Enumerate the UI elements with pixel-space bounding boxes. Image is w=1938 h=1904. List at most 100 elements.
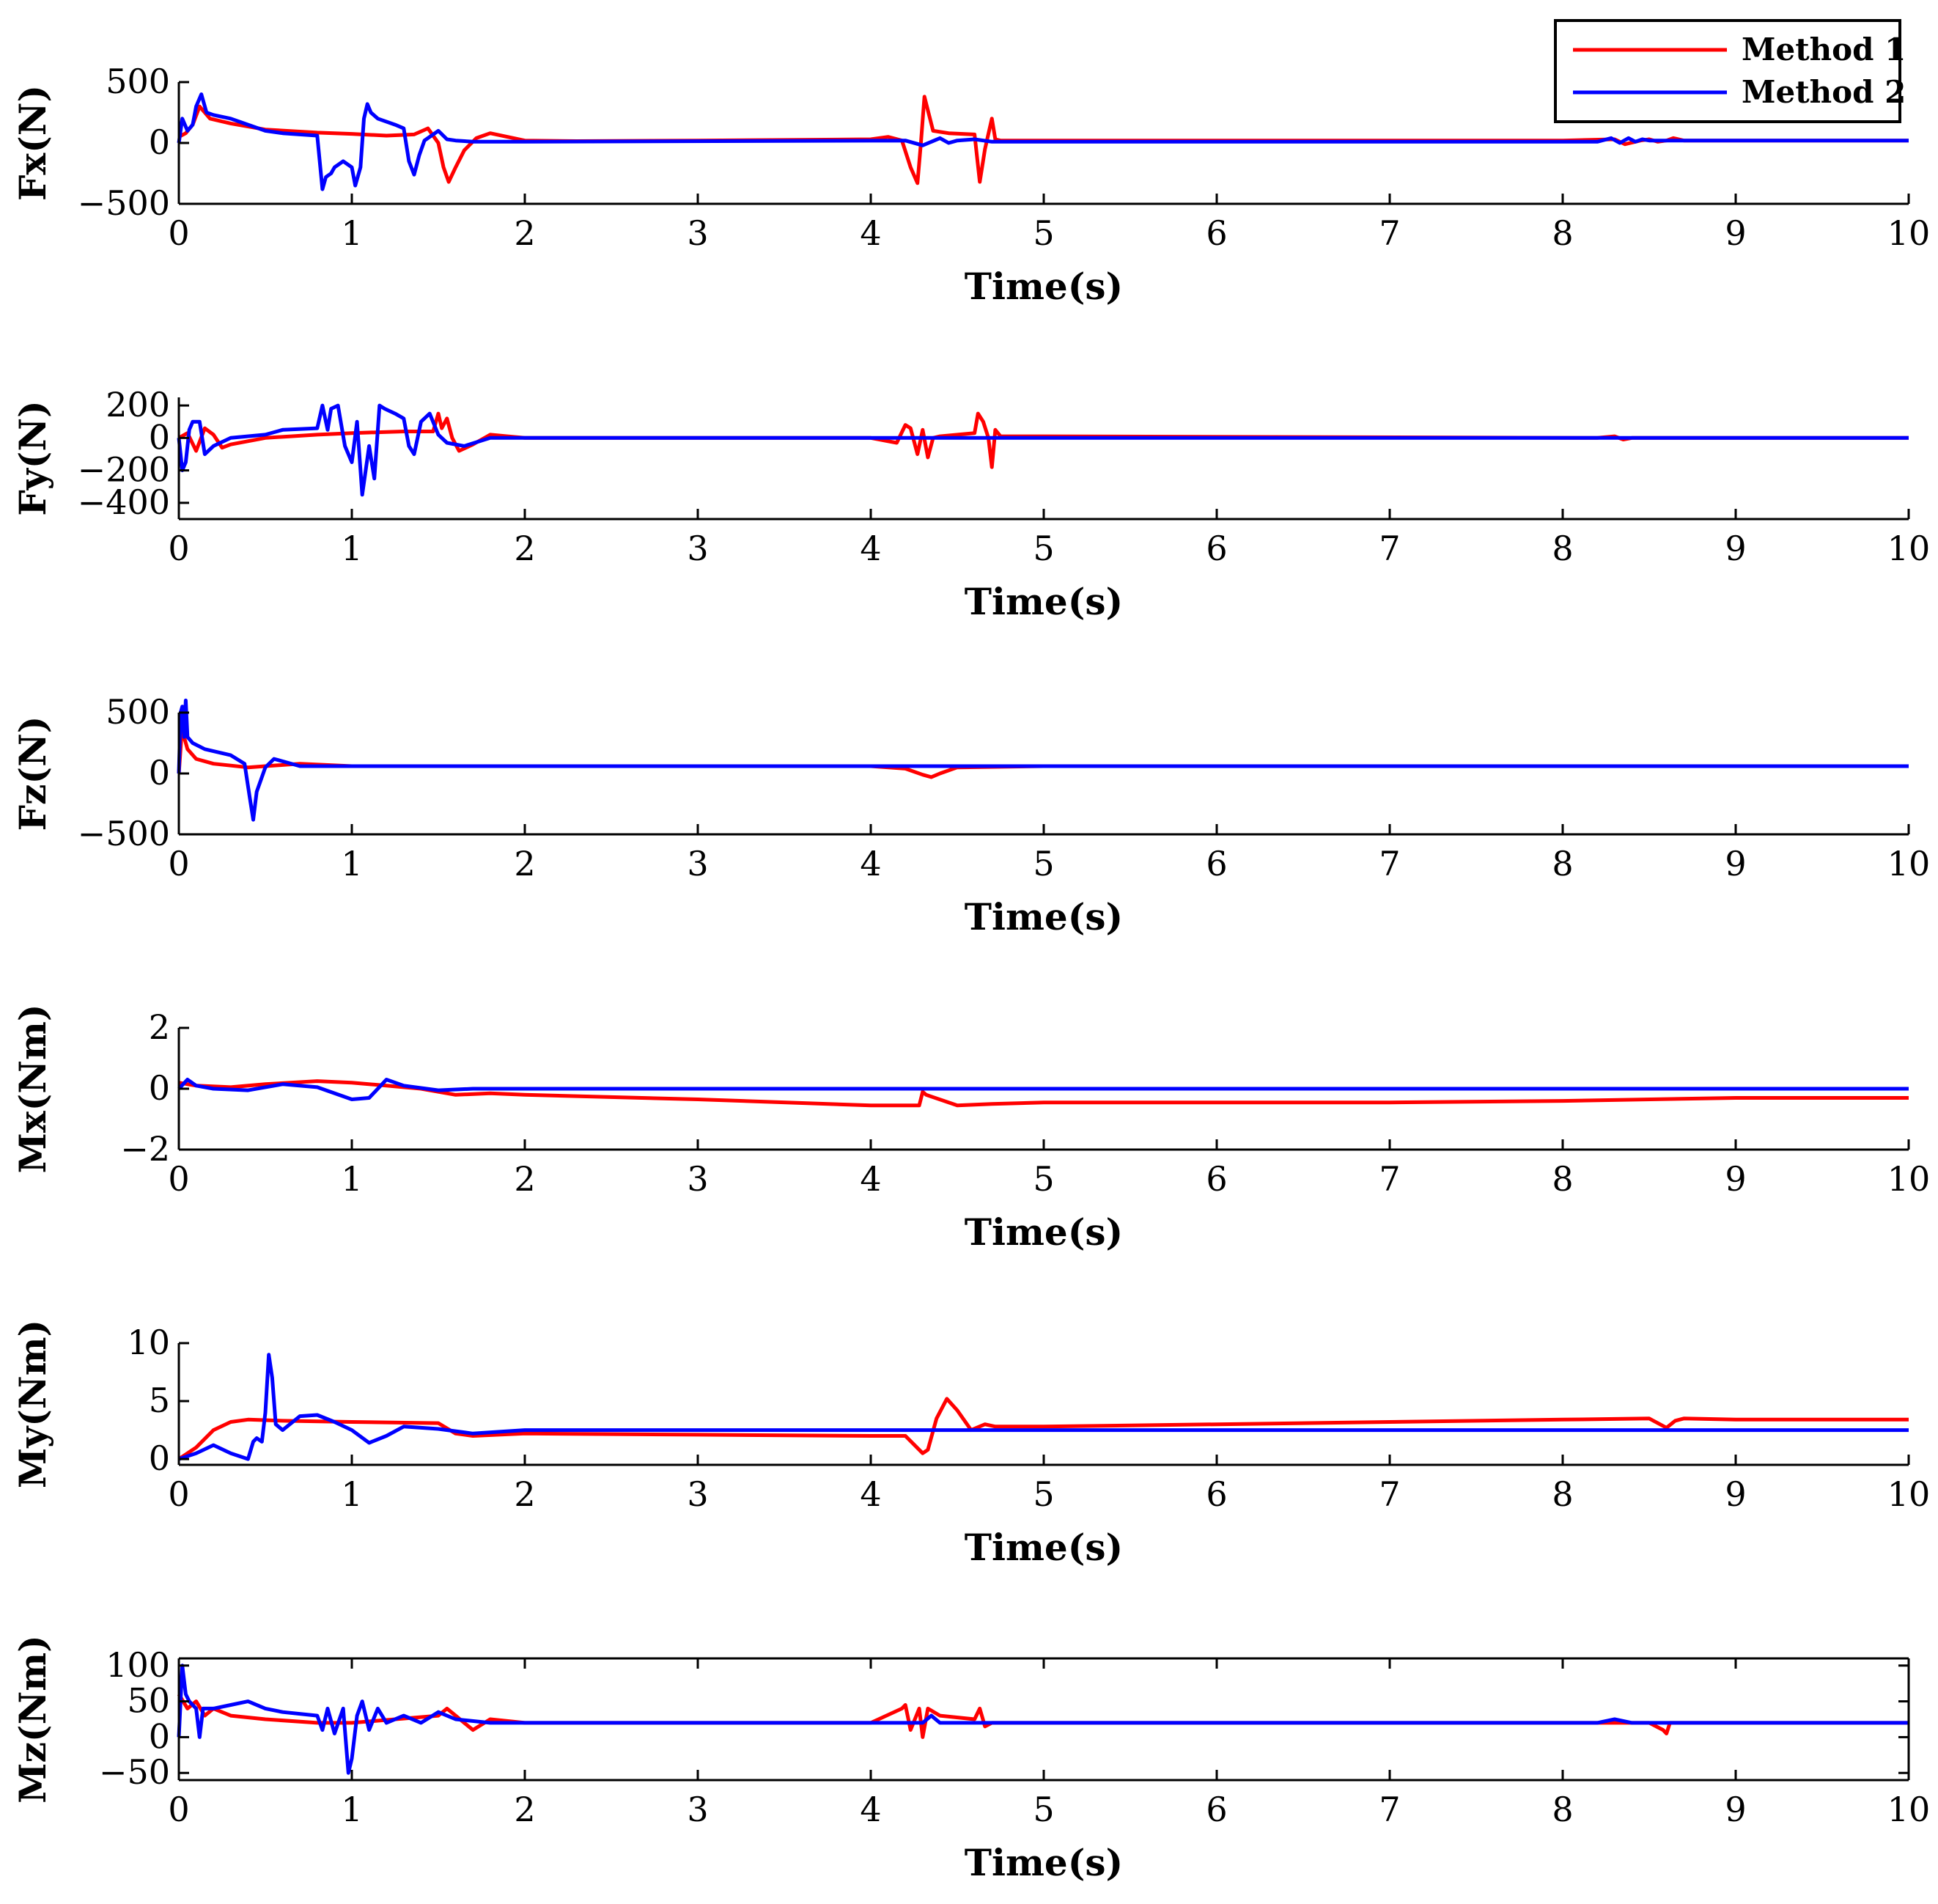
legend-method-2-label: Method 2 [1742,74,1906,110]
mz-x-tick-label: 5 [1033,1790,1054,1829]
my-x-tick-label: 10 [1887,1474,1931,1514]
my-y-tick-label: 5 [149,1381,170,1420]
mx-x-tick-label: 8 [1552,1159,1573,1199]
fy-x-tick-label: 0 [168,529,189,568]
fz-series-method-2-line [177,698,1909,822]
fy-y-tick-label: 0 [149,417,170,457]
mz-y-tick-label: 50 [127,1681,170,1721]
mx-x-tick-label: 10 [1887,1159,1931,1199]
fz-x-tick-label: 3 [687,844,708,883]
mx-x-tick-label: 3 [687,1159,708,1199]
mz-x-tick-label: 4 [860,1790,881,1829]
mz-y-tick-label: 0 [149,1716,170,1756]
my-x-tick-label: 6 [1206,1474,1227,1514]
fy-y-axis-label: Fy(N) [11,400,54,516]
mx-y-axis-label: Mx(Nm) [11,1004,54,1173]
my-x-axis-label: Time(s) [965,1526,1123,1569]
fz-x-tick-label: 10 [1887,844,1931,883]
mz-x-tick-label: 2 [514,1790,535,1829]
mz-y-tick-label: −50 [99,1752,170,1792]
mx-x-tick-label: 5 [1033,1159,1054,1199]
fz-x-tick-label: 1 [341,844,362,883]
fx-y-axis-label: Fx(N) [11,85,54,201]
fx-y-tick-label: 0 [149,122,170,162]
fz-y-axis-label: Fz(N) [11,716,54,831]
mz-x-tick-label: 0 [168,1790,189,1829]
fz-y-tick-label: −500 [78,814,170,853]
mz-x-tick-label: 1 [341,1790,362,1829]
mx-x-tick-label: 9 [1725,1159,1746,1199]
mx-x-tick-label: 2 [514,1159,535,1199]
fy-series-method-2-line [177,403,1909,497]
mz-y-axis-label: Mz(Nm) [11,1635,54,1804]
fz-x-tick-label: 0 [168,844,189,883]
fx-x-tick-label: 3 [687,213,708,253]
my-x-tick-label: 1 [341,1474,362,1514]
my-y-tick-label: 10 [127,1323,170,1362]
my-series-method-2-line [178,1353,1909,1461]
fz-x-axis-label: Time(s) [965,895,1123,938]
my-x-tick-label: 2 [514,1474,535,1514]
fy-x-tick-label: 4 [860,529,881,568]
mz-x-tick-label: 8 [1552,1790,1573,1829]
fz-x-tick-label: 9 [1725,844,1746,883]
fx-x-tick-label: 5 [1033,213,1054,253]
fz-x-tick-label: 4 [860,844,881,883]
fy-y-tick-label: 200 [106,385,170,424]
mz-x-axis-label: Time(s) [965,1841,1123,1884]
fz-x-tick-label: 6 [1206,844,1227,883]
mz-x-tick-label: 3 [687,1790,708,1829]
fx-x-tick-label: 8 [1552,213,1573,253]
fy-x-tick-label: 1 [341,529,362,568]
my-x-tick-label: 3 [687,1474,708,1514]
my-x-tick-label: 8 [1552,1474,1573,1514]
fx-x-tick-label: 9 [1725,213,1746,253]
fz-x-tick-label: 2 [514,844,535,883]
my-x-tick-label: 0 [168,1474,189,1514]
mx-series-method-1-line [178,1079,1909,1108]
mx-x-tick-label: 0 [168,1159,189,1199]
fy-x-tick-label: 2 [514,529,535,568]
fz-x-tick-label: 5 [1033,844,1054,883]
fy-y-tick-label: −400 [78,482,170,522]
my-y-axis-label: My(Nm) [11,1320,54,1488]
fy-x-tick-label: 6 [1206,529,1227,568]
mx-x-tick-label: 4 [860,1159,881,1199]
mx-y-tick-label: 2 [149,1007,170,1047]
fx-y-tick-label: 500 [106,62,170,101]
fx-x-tick-label: 4 [860,213,881,253]
fy-x-tick-label: 3 [687,529,708,568]
fx-x-tick-label: 0 [168,213,189,253]
fz-x-tick-label: 7 [1379,844,1400,883]
fx-x-tick-label: 10 [1887,213,1931,253]
mz-x-tick-label: 6 [1206,1790,1227,1829]
fx-x-tick-label: 2 [514,213,535,253]
mx-x-axis-label: Time(s) [965,1210,1123,1254]
fy-x-tick-label: 9 [1725,529,1746,568]
mx-y-tick-label: −2 [120,1129,170,1169]
fz-y-tick-label: 500 [106,692,170,732]
subplot-my: 0 1 2 3 4 5 6 7 8 9 10 0 5 10 Time(s) My(Nm) [11,1320,1930,1569]
fx-x-tick-label: 6 [1206,213,1227,253]
legend-method-1-label: Method 1 [1742,32,1906,67]
fy-x-axis-label: Time(s) [965,580,1123,623]
fy-y-tick-label: −200 [78,450,170,490]
my-x-tick-label: 7 [1379,1474,1400,1514]
mz-y-tick-label: 100 [106,1645,170,1685]
mz-x-tick-label: 9 [1725,1790,1746,1829]
my-x-tick-label: 5 [1033,1474,1054,1514]
fx-series-method-2-line [177,92,1909,191]
fy-x-tick-label: 7 [1379,529,1400,568]
mx-x-tick-label: 7 [1379,1159,1400,1199]
fz-x-tick-label: 8 [1552,844,1573,883]
mz-x-tick-label: 7 [1379,1790,1400,1829]
fz-y-tick-label: 0 [149,753,170,793]
